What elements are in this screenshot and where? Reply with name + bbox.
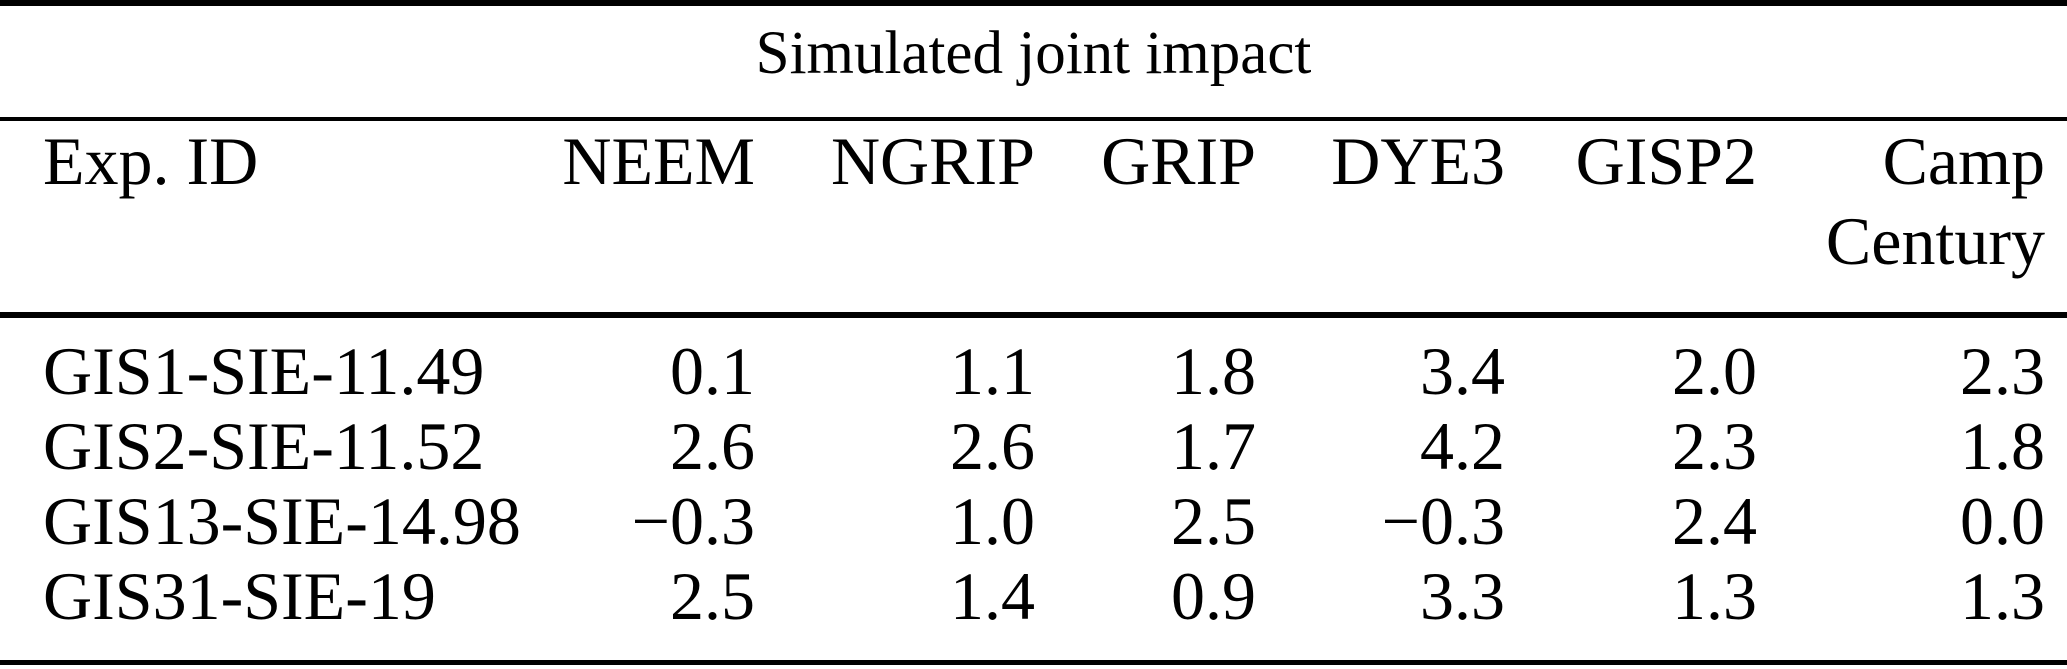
value-cell: 2.4 [1672, 483, 1757, 559]
table-title: Simulated joint impact [755, 20, 1312, 87]
column-header-gisp2: GISP2 [1575, 123, 1757, 199]
value-cell: 1.0 [950, 483, 1035, 559]
camp-century-line1: Camp [1882, 123, 2045, 199]
column-header-exp-id: Exp. ID [43, 123, 259, 199]
column-header-camp-century: Camp Century [1757, 121, 2067, 312]
value-cell: 2.6 [670, 408, 755, 484]
value-cell: 0.1 [670, 333, 755, 409]
value-cell: 1.4 [950, 558, 1035, 634]
table-body: GIS1-SIE-11.49 0.1 1.1 1.8 3.4 2.0 2.3 G… [0, 312, 2067, 634]
value-cell: −0.3 [631, 483, 755, 559]
value-cell: 3.4 [1420, 333, 1505, 409]
column-header-grip: GRIP [1101, 123, 1256, 199]
top-rule [0, 0, 2067, 6]
table-row: GIS1-SIE-11.49 0.1 1.1 1.8 3.4 2.0 2.3 [0, 312, 2067, 409]
value-cell: 2.0 [1672, 333, 1757, 409]
value-cell: 3.3 [1420, 558, 1505, 634]
value-cell: 2.3 [1672, 408, 1757, 484]
header-row: Exp. ID NEEM NGRIP GRIP DYE3 GISP2 Camp … [0, 121, 2067, 312]
exp-id-cell: GIS13-SIE-14.98 [43, 483, 521, 559]
value-cell: 0.9 [1171, 558, 1256, 634]
value-cell: 1.8 [1171, 333, 1256, 409]
header-separator-rule [0, 312, 2067, 318]
exp-id-cell: GIS31-SIE-19 [43, 558, 436, 634]
value-cell: 0.0 [1960, 483, 2045, 559]
column-header-ngrip: NGRIP [830, 123, 1035, 199]
value-cell: 2.3 [1960, 333, 2045, 409]
table-row: GIS2-SIE-11.52 2.6 2.6 1.7 4.2 2.3 1.8 [0, 409, 2067, 484]
table-header: Exp. ID NEEM NGRIP GRIP DYE3 GISP2 Camp … [0, 121, 2067, 312]
title-separator-rule [0, 117, 2067, 121]
value-cell: 1.3 [1960, 558, 2045, 634]
value-cell: 1.1 [950, 333, 1035, 409]
column-header-dye3: DYE3 [1331, 123, 1505, 199]
exp-id-cell: GIS2-SIE-11.52 [43, 408, 485, 484]
table-row: GIS31-SIE-19 2.5 1.4 0.9 3.3 1.3 1.3 [0, 559, 2067, 634]
bottom-rule [0, 660, 2067, 665]
camp-century-line2: Century [1825, 203, 2045, 279]
value-cell: 1.3 [1672, 558, 1757, 634]
value-cell: 2.5 [670, 558, 755, 634]
value-cell: 4.2 [1420, 408, 1505, 484]
value-cell: 2.6 [950, 408, 1035, 484]
exp-id-cell: GIS1-SIE-11.49 [43, 333, 485, 409]
column-header-neem: NEEM [562, 123, 755, 199]
value-cell: 2.5 [1171, 483, 1256, 559]
value-cell: 1.8 [1960, 408, 2045, 484]
table-row: GIS13-SIE-14.98 −0.3 1.0 2.5 −0.3 2.4 0.… [0, 484, 2067, 559]
value-cell: 1.7 [1171, 408, 1256, 484]
impact-table: Exp. ID NEEM NGRIP GRIP DYE3 GISP2 Camp … [0, 121, 2067, 634]
value-cell: −0.3 [1381, 483, 1505, 559]
